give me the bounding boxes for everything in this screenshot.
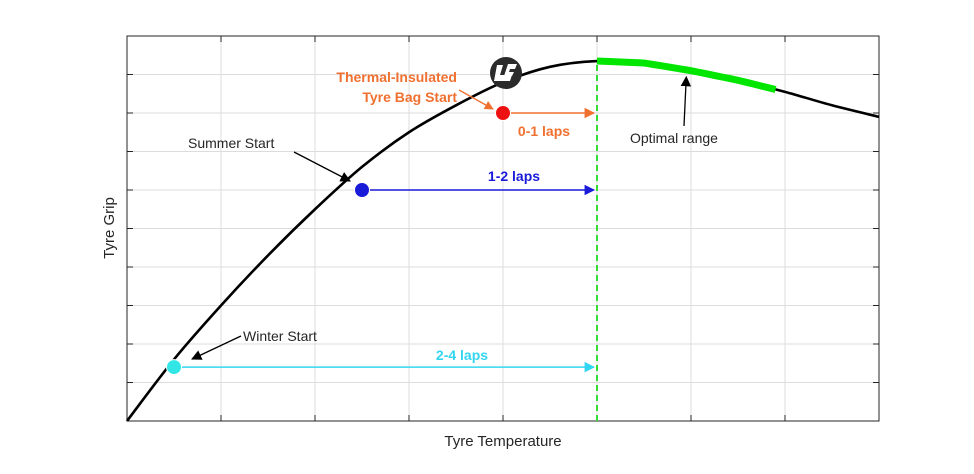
- summer-start-point: [354, 182, 370, 198]
- winter-laps-label: 2-4 laps: [436, 347, 488, 363]
- x-axis-title: Tyre Temperature: [444, 433, 561, 450]
- bag-laps-label: 0-1 laps: [518, 123, 570, 139]
- summer-start-label: Summer Start: [188, 135, 274, 151]
- optimal-range-pointer: [680, 75, 692, 127]
- optimal-range-segment: [596, 57, 777, 93]
- start-points: [166, 105, 511, 376]
- winter-start-point: [166, 359, 182, 376]
- y-axis-title: Tyre Grip: [101, 197, 118, 259]
- lap-arrows: [174, 107, 596, 373]
- axis-ticks: [127, 36, 879, 421]
- bag-start-pointer: [458, 89, 494, 110]
- summer-laps-label: 1-2 laps: [488, 168, 540, 184]
- winter-start-pointer: [191, 335, 242, 360]
- optimal-range-label: Optimal range: [630, 130, 718, 146]
- winter-start-label: Winter Start: [243, 328, 317, 344]
- bag-start-label-line1: Thermal-Insulated: [336, 69, 457, 85]
- bag-start-point: [495, 105, 511, 121]
- summer-start-pointer: [293, 151, 351, 182]
- grid: [127, 36, 879, 421]
- bag-start-label-line2: Tyre Bag Start: [362, 89, 457, 105]
- ls-logo-icon: [490, 57, 522, 89]
